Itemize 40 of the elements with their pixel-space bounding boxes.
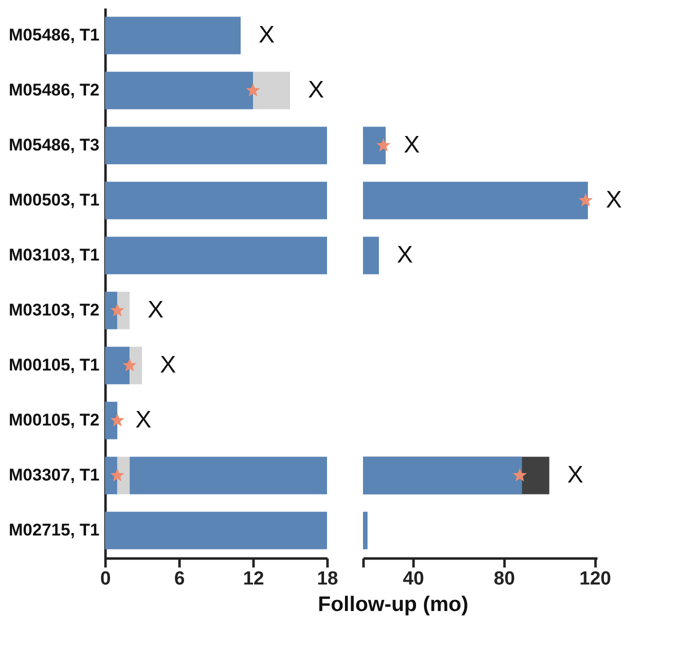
bar	[253, 72, 290, 110]
annotation: X	[404, 132, 420, 158]
y-tick-label: M05486, T3	[8, 136, 100, 154]
bar	[130, 456, 327, 494]
bar	[105, 126, 327, 164]
x-tick-label: 120	[579, 568, 612, 590]
y-tick-label: M03103, T1	[8, 246, 100, 264]
bar	[105, 456, 118, 494]
annotation: X	[396, 242, 413, 268]
annotation: X	[135, 406, 152, 434]
y-tick-label: M05486, T2	[8, 80, 100, 100]
y-tick-label: M05486, T1	[8, 26, 100, 44]
annotation: X	[148, 296, 164, 324]
bar	[105, 512, 327, 550]
x-tick-label: 6	[174, 568, 185, 590]
annotation: X	[308, 76, 324, 104]
y-tick-label: M03307, T1	[8, 466, 100, 484]
annotation: X	[258, 22, 275, 48]
y-tick-label: M00105, T1	[8, 356, 100, 374]
annotation: X	[160, 352, 176, 378]
x-tick-label: 18	[316, 568, 338, 590]
annotation: X	[567, 462, 584, 488]
annotation: X	[606, 186, 622, 214]
bar	[105, 16, 241, 54]
x-tick-label: 0	[100, 568, 111, 590]
x-tick-label: 80	[494, 568, 515, 590]
y-tick-label: M00503, T1	[8, 190, 100, 210]
bar	[105, 72, 253, 110]
x-tick-label: 12	[242, 568, 264, 590]
y-tick-label: M02715, T1	[8, 520, 100, 540]
bar	[105, 292, 118, 330]
y-tick-label: M00105, T2	[8, 410, 100, 430]
x-axis-title: Follow-up (mo)	[318, 593, 468, 616]
bar	[105, 236, 327, 274]
y-tick-label: M03103, T2	[8, 300, 100, 320]
bar	[105, 346, 130, 384]
bar	[105, 182, 327, 220]
bar	[105, 402, 118, 440]
x-tick-label: 40	[402, 568, 424, 590]
bar	[130, 346, 142, 384]
